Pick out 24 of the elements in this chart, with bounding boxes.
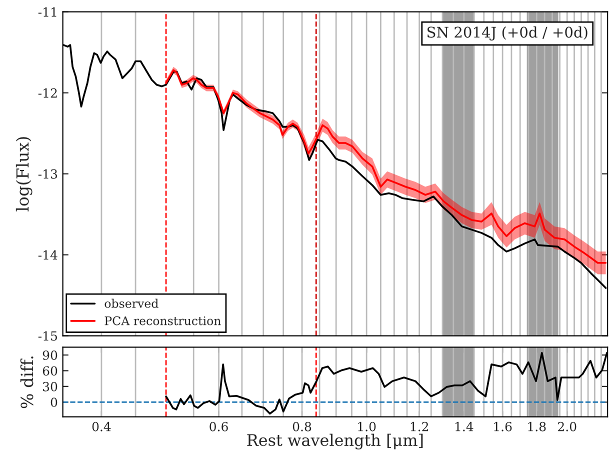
y-tick-label: -11	[38, 7, 56, 17]
x-tick-label: 1.4	[456, 422, 474, 432]
y-axis-title: % diff.	[20, 356, 34, 408]
x-tick-label: 1.0	[358, 422, 376, 432]
y-tick-label: 60	[42, 366, 58, 376]
y-tick-label: -12	[38, 88, 57, 98]
x-axis-title: Rest wavelength [μm]	[247, 434, 423, 450]
y-tick-label: 90	[42, 350, 58, 360]
x-tick-label: 1.6	[494, 422, 512, 432]
legend-label: observed	[104, 298, 158, 308]
y-tick-label: 30	[43, 382, 58, 392]
y-tick-label: -14	[38, 250, 58, 260]
x-tick-label: 1.8	[528, 422, 546, 432]
x-tick-label: 0.8	[292, 422, 312, 432]
y-tick-label: -15	[38, 331, 58, 341]
x-tick-label: 2.0	[558, 422, 576, 432]
x-tick-label: 0.4	[92, 422, 111, 432]
x-tick-label: 1.2	[410, 422, 428, 432]
x-tick-label: 0.6	[210, 422, 228, 432]
y-axis-title: log(Flux)	[16, 137, 32, 212]
legend-label: PCA reconstruction	[104, 316, 221, 326]
y-tick-label: -13	[38, 169, 58, 179]
y-tick-label: 0	[50, 398, 58, 408]
annotation: SN 2014J (+0d / +0d)	[428, 26, 588, 41]
